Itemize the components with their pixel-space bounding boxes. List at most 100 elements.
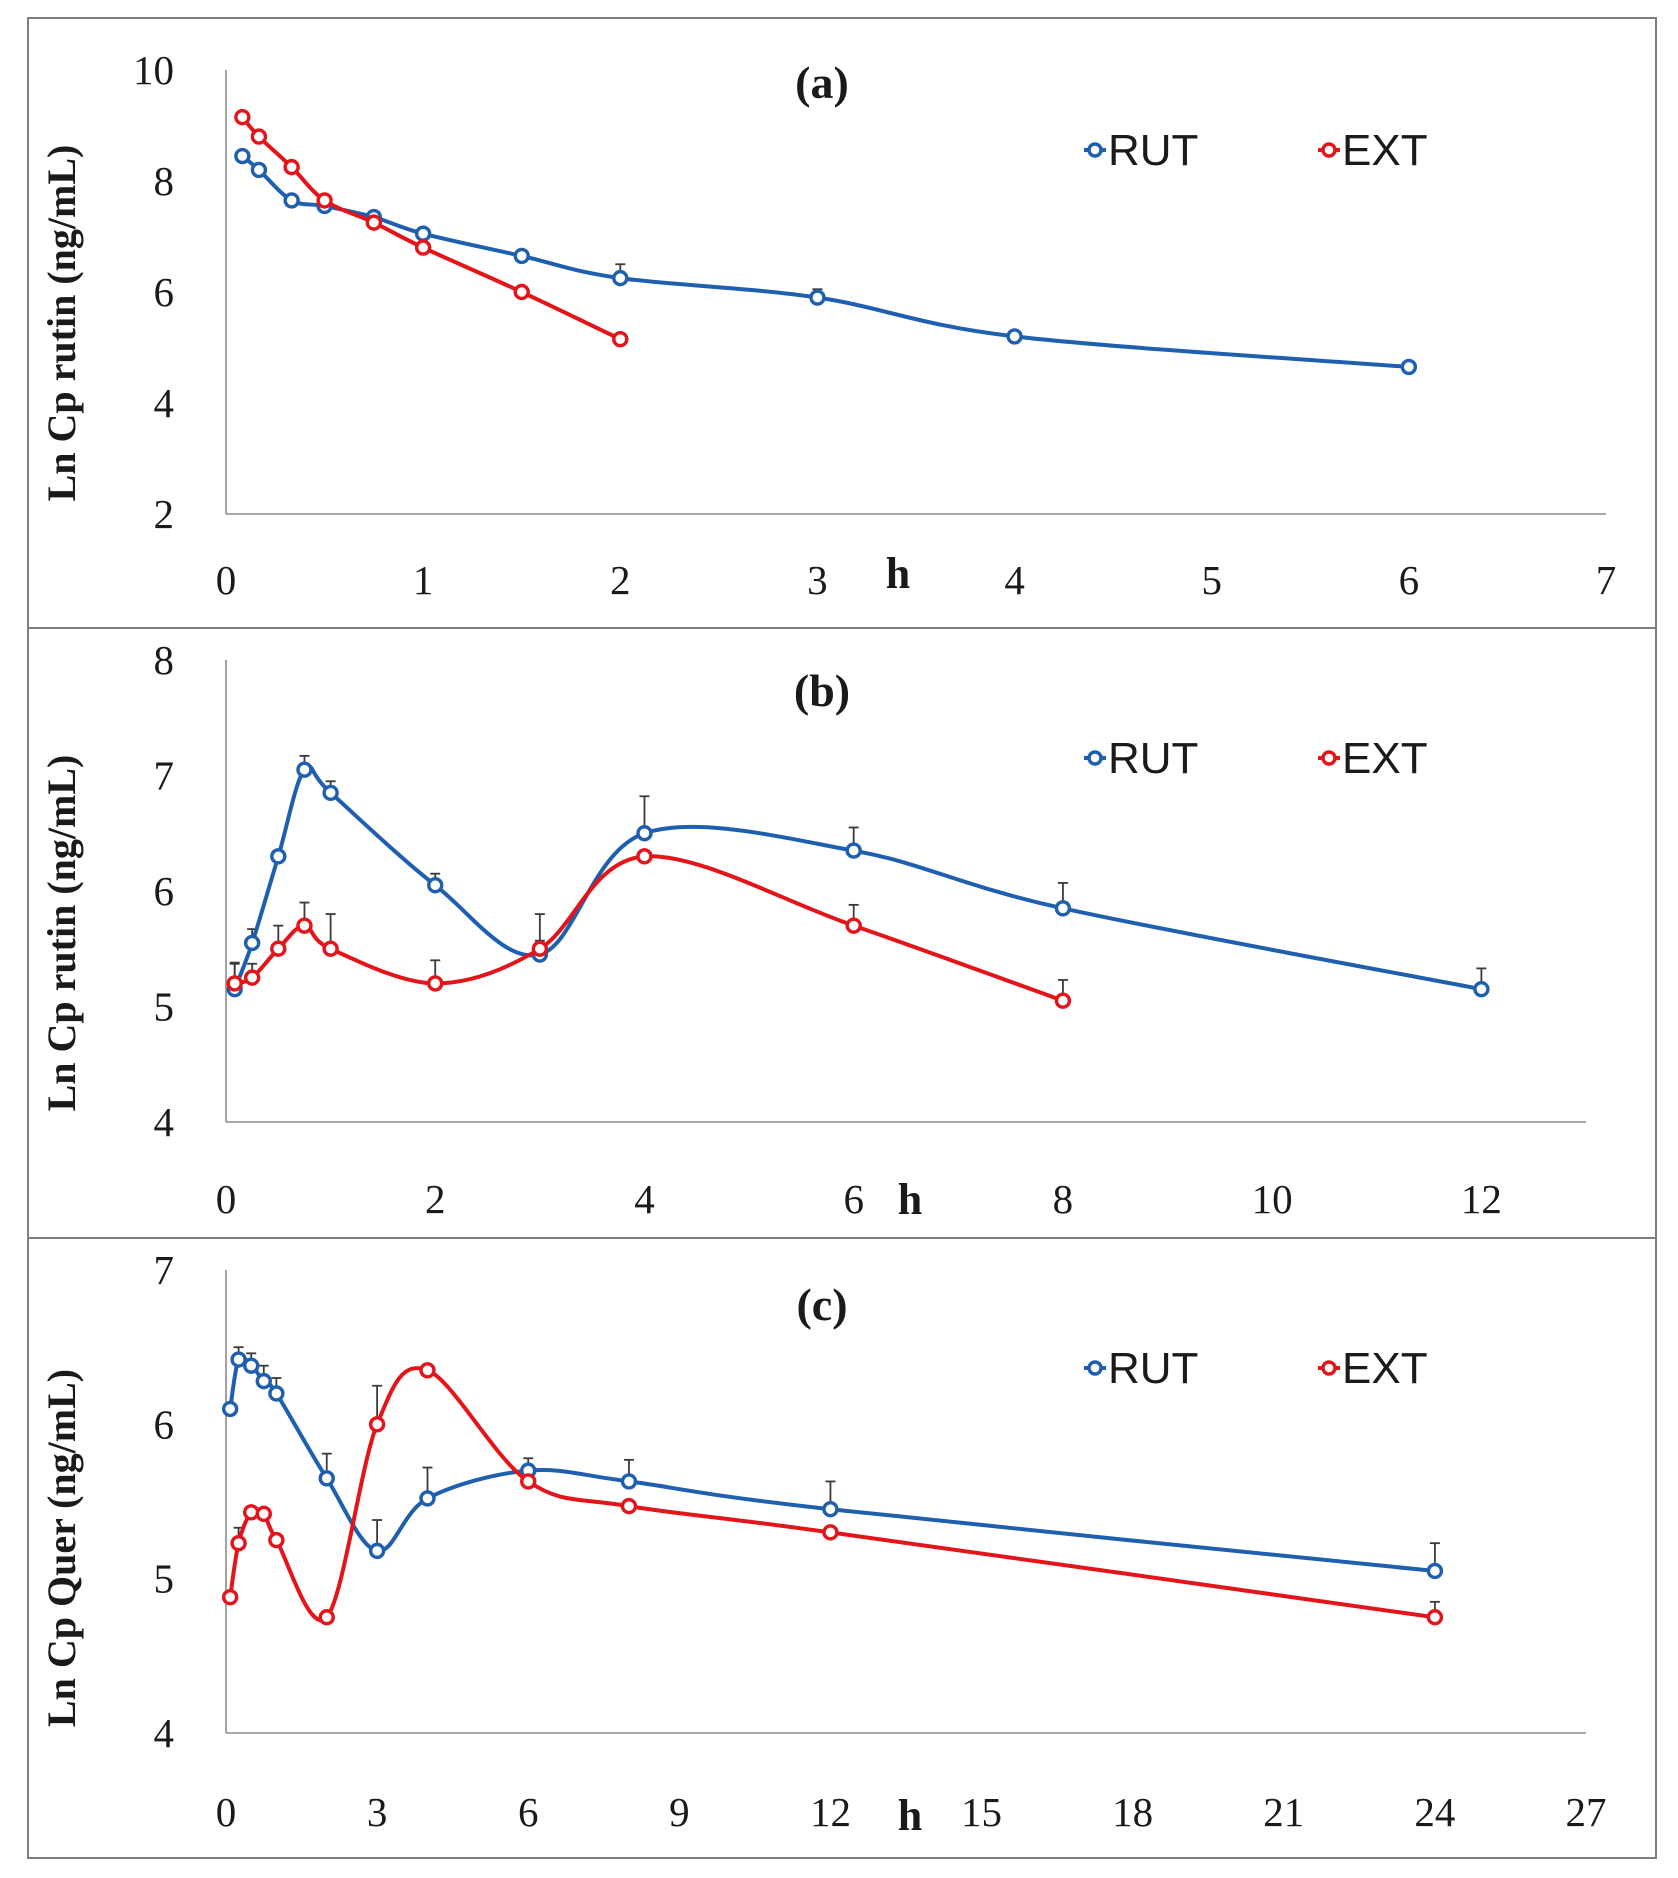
panel-b-series-ext-point: [243, 969, 261, 986]
panel-c-legend-swatch-marker: [1087, 1360, 1103, 1376]
panel-c-x-tick-label: 12: [810, 1789, 851, 1835]
panel-b-series-ext-point: [296, 917, 313, 934]
panel-c-series-rut-point: [255, 1372, 272, 1390]
panel-c-series-rut-point: [230, 1351, 247, 1368]
panel-a-x-tick-label: 6: [1399, 557, 1420, 603]
panel-c-series-rut-point: [268, 1385, 285, 1402]
panel-b-series-rut-point: [1054, 900, 1072, 917]
panel-a-x-tick-label: 2: [610, 557, 631, 603]
panel-b-series-rut-point: [270, 848, 287, 865]
panel-c-series-ext: [221, 1362, 1444, 1626]
panel-c-legend-swatch-marker: [1321, 1360, 1337, 1376]
panel-b-series-rut-point: [243, 934, 261, 952]
panel-c-series-rut-point: [620, 1473, 638, 1490]
panel-a-x-axis-label: h: [886, 549, 910, 598]
panel-c-series-ext-point: [368, 1416, 386, 1433]
panel-c-series-rut-point: [1426, 1562, 1444, 1580]
panel-c-legend-label: EXT: [1342, 1344, 1428, 1393]
panel-a-series-ext-point: [283, 158, 300, 176]
panel-c-series-ext-point: [221, 1588, 239, 1606]
panel-a-series-rut-point: [283, 192, 300, 209]
panel-a-legend-label: RUT: [1108, 126, 1198, 175]
panel-a: 0 1 2 3 4 5 6 7 2 4 6 8 10 h Ln Cp rutin (ng/mL) (a) RUT…: [27, 17, 1657, 629]
panel-c-y-tick-label: 6: [154, 1401, 175, 1447]
panel-a-series-rut-point: [250, 161, 268, 179]
panel-b-x-tick-label: 0: [216, 1176, 237, 1222]
panel-a-legend-swatch-marker: [1321, 142, 1337, 158]
panel-b-legend-swatch-marker: [1087, 750, 1103, 766]
panel-c-x-tick-label: 15: [961, 1789, 1002, 1835]
panel-b-x-tick-label: 12: [1461, 1176, 1502, 1222]
panel-a-y-tick-label: 6: [154, 269, 175, 315]
panel-c-series-ext-point: [318, 1609, 335, 1626]
panel-a-series-ext-point: [234, 108, 251, 126]
panel-b-x-tick-label: 10: [1252, 1176, 1293, 1222]
panel-c-x-tick-label: 9: [669, 1789, 690, 1835]
panel-a-series-rut-point: [234, 147, 251, 165]
panel-a-x-tick-label: 4: [1004, 557, 1025, 603]
panel-a-y-tick-label: 2: [154, 491, 175, 537]
panel-c-frame: [27, 1237, 1657, 1859]
panel-c-legend-label: RUT: [1108, 1344, 1198, 1393]
panel-a-series-rut-point: [612, 269, 629, 287]
panel-a-series-rut-point: [414, 225, 432, 242]
panel-c-y-axis-label: Ln Cp Quer (ng/mL): [39, 1369, 84, 1727]
panel-c-series-ext-point: [822, 1524, 839, 1541]
panel-a-series-ext: [234, 108, 629, 348]
panel-c-series-ext-point: [230, 1534, 247, 1552]
panel-c-series-ext-point: [520, 1473, 537, 1490]
panel-b-y-tick-label: 5: [154, 984, 175, 1030]
panel-b-series-ext-point: [322, 940, 339, 957]
panel-c-series-rut-point: [368, 1542, 386, 1560]
panel-b-series-ext-point: [226, 975, 243, 992]
panel-a-x-tick-label: 3: [807, 557, 828, 603]
panel-c-y-tick-label: 4: [154, 1710, 175, 1756]
panel-a-series-ext-point: [250, 128, 268, 145]
panel-b-series-rut-point: [1473, 980, 1490, 998]
panel-a-series-ext-point: [316, 192, 333, 209]
panel-b-x-tick-label: 6: [843, 1176, 864, 1222]
panel-b-y-tick-label: 7: [154, 753, 175, 799]
panel-c-title: (c): [796, 1279, 847, 1330]
panel-c-series-ext-point: [620, 1497, 638, 1515]
panel-b-series-ext-point: [1054, 992, 1072, 1009]
panel-b-series-ext: [226, 848, 1072, 1009]
panel-c-x-tick-label: 6: [518, 1789, 539, 1835]
panel-b-legend-label: EXT: [1342, 734, 1428, 783]
panel-a-series-rut-point: [809, 289, 826, 306]
panel-b-title: (b): [794, 665, 850, 716]
panel-b-legend-ext: EXT: [1318, 734, 1428, 783]
panel-c-y-tick-label: 5: [154, 1556, 175, 1602]
panel-c-series-rut: [221, 1346, 1444, 1580]
panel-a-y-tick-label: 8: [154, 158, 175, 204]
panel-c-legend-ext: EXT: [1318, 1344, 1428, 1393]
panel-b-series-ext-point: [845, 917, 862, 934]
panel-b-x-tick-label: 8: [1053, 1176, 1074, 1222]
panel-a-series-rut-point: [513, 247, 530, 265]
panel-c-x-tick-label: 3: [367, 1789, 388, 1835]
panel-b-series-ext-point: [270, 940, 287, 957]
panel-c-x-tick-label: 24: [1414, 1789, 1455, 1835]
panel-b-series-rut-point: [322, 784, 339, 802]
panel-c-series-rut-point: [242, 1357, 260, 1374]
panel-b-y-tick-label: 6: [154, 868, 175, 914]
panel-c-legend-rut: RUT: [1084, 1344, 1198, 1393]
panel-c-x-tick-label: 27: [1566, 1789, 1607, 1835]
panel-a-legend-rut: RUT: [1084, 126, 1198, 175]
panel-c: 0 3 6 9 12 15 18 21 24 27 4 5 6 7 h Ln Cp Quer (ng/mL) (…: [27, 1237, 1657, 1859]
panel-b-x-tick-label: 2: [425, 1176, 446, 1222]
panel-b-x-axis-label: h: [898, 1175, 922, 1224]
panel-a-legend-swatch-marker: [1087, 142, 1103, 158]
panel-a-series-rut-point: [1006, 328, 1023, 345]
panel-c-series-ext-point: [419, 1362, 436, 1379]
panel-a-x-tick-label: 1: [413, 557, 434, 603]
panel-b: 0 2 4 6 8 10 12 4 5 6 7 8 h Ln Cp rutin (ng/mL) (b) RUT…: [27, 627, 1657, 1239]
panel-a-y-tick-label: 4: [154, 380, 175, 426]
panel-a-series-ext-point: [513, 283, 530, 301]
panel-b-series-ext-point: [636, 848, 653, 865]
panel-a-y-axis-label: Ln Cp rutin (ng/mL): [39, 145, 84, 502]
panel-b-series-rut-point: [845, 842, 862, 859]
panel-a-y-tick-label: 10: [133, 47, 174, 93]
panel-c-x-tick-label: 0: [216, 1789, 237, 1835]
